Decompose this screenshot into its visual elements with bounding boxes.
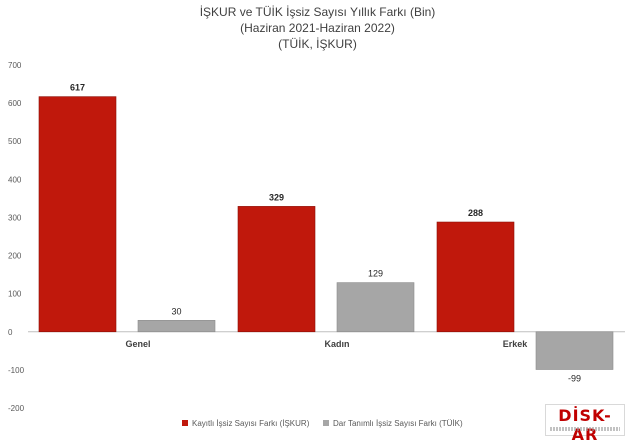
bar: [237, 206, 316, 333]
y-tick-label: 700: [8, 61, 22, 70]
bar: [137, 320, 216, 333]
data-label: 617: [70, 83, 85, 93]
y-tick-label: 200: [8, 252, 22, 261]
bar: [436, 221, 515, 333]
bar: [38, 96, 117, 333]
chart-title-block: İŞKUR ve TÜİK İşsiz Sayısı Yıllık Farkı …: [0, 4, 635, 52]
y-tick-label: 600: [8, 99, 22, 108]
legend-swatch: [182, 420, 188, 426]
legend-label: Dar Tanımlı İşsiz Sayısı Farkı (TÜİK): [333, 419, 463, 428]
logo-text: DİSK-AR: [558, 406, 612, 444]
data-label: -99: [568, 374, 581, 384]
y-tick-label: 0: [8, 328, 13, 337]
data-label: 129: [368, 269, 383, 279]
chart-subtitle-1: (Haziran 2021-Haziran 2022): [240, 21, 395, 35]
y-tick-label: 300: [8, 213, 22, 222]
data-label: 329: [269, 192, 284, 202]
data-label: 30: [171, 306, 181, 316]
y-tick-label: 100: [8, 290, 22, 299]
logo-subtext-decoration: [550, 427, 620, 431]
y-tick-label: -200: [8, 404, 25, 413]
y-tick-label: 500: [8, 137, 22, 146]
legend-swatch: [323, 420, 329, 426]
diskar-logo: DİSK-AR: [545, 404, 625, 444]
legend-label: Kayıtlı İşsiz Sayısı Farkı (İŞKUR): [192, 419, 310, 428]
y-tick-label: -100: [8, 366, 25, 375]
bar: [336, 282, 415, 333]
bar: [535, 331, 614, 370]
category-label: Kadın: [324, 339, 349, 349]
data-label: 288: [468, 208, 483, 218]
chart-subtitle-2: (TÜİK, İŞKUR): [278, 37, 357, 51]
category-label: Genel: [125, 339, 150, 349]
y-tick-label: 400: [8, 175, 22, 184]
chart-title: İŞKUR ve TÜİK İşsiz Sayısı Yıllık Farkı …: [199, 5, 436, 19]
category-label: Erkek: [503, 339, 529, 349]
